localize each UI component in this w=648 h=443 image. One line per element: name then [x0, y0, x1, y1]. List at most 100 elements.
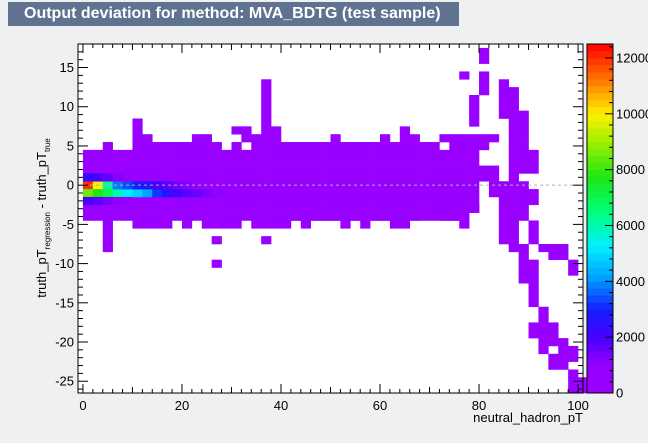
- heatmap-bin: [380, 157, 391, 166]
- heatmap-bin: [172, 212, 183, 221]
- heatmap-bin: [340, 173, 351, 182]
- heatmap-bin: [498, 110, 510, 119]
- heatmap-bin: [261, 236, 272, 245]
- colorbar-segment: [587, 169, 613, 178]
- heatmap-bin: [271, 196, 282, 206]
- heatmap-bin: [518, 149, 529, 159]
- heatmap-bin: [261, 110, 272, 119]
- heatmap-bin: [528, 196, 539, 206]
- heatmap-bin: [528, 298, 539, 308]
- heatmap-bin: [221, 220, 232, 229]
- heatmap-bin: [152, 157, 163, 166]
- heatmap-bin: [261, 196, 272, 206]
- colorbar-segment: [587, 78, 613, 87]
- heatmap-bin: [508, 149, 519, 159]
- heatmap-bin: [330, 173, 341, 182]
- y-tick-label: -10: [55, 256, 74, 271]
- heatmap-bin: [261, 149, 272, 159]
- heatmap-bin: [508, 165, 519, 174]
- heatmap-bin: [350, 212, 361, 221]
- heatmap-bin: [498, 220, 510, 229]
- colorbar-segment: [587, 309, 613, 317]
- heatmap-bin: [181, 220, 193, 229]
- heatmap-bin: [162, 196, 173, 206]
- heatmap-bin: [340, 196, 351, 206]
- heatmap-bin: [360, 189, 371, 198]
- heatmap-bin: [191, 196, 203, 206]
- heatmap-bin: [231, 126, 242, 135]
- heatmap-bin: [271, 189, 282, 198]
- heatmap-bin: [330, 149, 341, 159]
- heatmap-bin: [290, 212, 302, 221]
- heatmap-bin: [310, 204, 321, 213]
- heatmap-bin: [162, 165, 173, 174]
- heatmap-bin: [221, 149, 232, 159]
- colorbar-segment: [587, 358, 613, 366]
- heatmap-bin: [370, 149, 381, 159]
- heatmap-bin: [172, 204, 183, 213]
- heatmap-bin: [152, 212, 163, 221]
- heatmap-bin-hot: [92, 189, 104, 198]
- heatmap-bin: [241, 212, 252, 221]
- heatmap-bin: [241, 189, 252, 198]
- heatmap-bin: [231, 142, 242, 151]
- heatmap-bin: [538, 306, 549, 315]
- heatmap-bin: [479, 79, 490, 88]
- heatmap-bin: [469, 204, 480, 213]
- heatmap-bin: [419, 157, 430, 166]
- heatmap-bin: [271, 173, 282, 182]
- colorbar-tick-label: 8000: [616, 162, 645, 177]
- colorbar-segment: [587, 386, 613, 394]
- heatmap-bin: [280, 204, 292, 213]
- heatmap-bin: [280, 196, 292, 206]
- heatmap-bin: [231, 189, 242, 198]
- heatmap-bin: [221, 181, 232, 190]
- heatmap-bin: [261, 165, 272, 174]
- heatmap-bin: [548, 322, 559, 331]
- heatmap-bin: [419, 189, 430, 198]
- heatmap-bin: [389, 165, 401, 174]
- heatmap-bin: [488, 173, 500, 182]
- heatmap-bin: [201, 220, 212, 229]
- heatmap-bin: [201, 173, 212, 182]
- heatmap-bin: [399, 220, 411, 229]
- heatmap-bin: [142, 157, 153, 166]
- heatmap-bin: [568, 353, 579, 362]
- heatmap-bin: [350, 142, 361, 151]
- heatmap-bin: [132, 149, 143, 159]
- heatmap-bin: [112, 204, 123, 213]
- heatmap-bin: [241, 134, 252, 143]
- heatmap-bin: [350, 149, 361, 159]
- heatmap-bin: [142, 220, 153, 229]
- colorbar-frame: [586, 43, 614, 394]
- heatmap-bin: [449, 189, 460, 198]
- heatmap-bin: [280, 212, 292, 221]
- heatmap-bin: [439, 204, 450, 213]
- heatmap-bin: [419, 149, 430, 159]
- heatmap-bin: [389, 204, 401, 213]
- heatmap-bin: [518, 142, 529, 151]
- heatmap-bin: [449, 212, 460, 221]
- heatmap-bin: [439, 149, 450, 159]
- heatmap-bin: [191, 157, 203, 166]
- heatmap-bin: [508, 228, 519, 237]
- heatmap-bin: [211, 142, 222, 151]
- heatmap-bin-hot: [162, 181, 173, 190]
- heatmap-bin: [518, 118, 529, 127]
- heatmap-bin: [241, 196, 252, 206]
- heatmap-bin: [518, 251, 529, 260]
- heatmap-bin: [181, 204, 193, 213]
- heatmap-bin: [449, 142, 460, 151]
- heatmap-bin: [300, 165, 311, 174]
- heatmap-bin: [508, 126, 519, 135]
- heatmap-bin: [162, 212, 173, 221]
- heatmap-bin: [300, 173, 311, 182]
- heatmap-bin: [300, 181, 311, 190]
- heatmap-bin: [211, 149, 222, 159]
- heatmap-bin: [439, 165, 450, 174]
- heatmap-bin: [162, 220, 173, 229]
- heatmap-bin: [518, 110, 529, 119]
- heatmap-bin: [380, 204, 391, 213]
- heatmap-bin: [181, 142, 193, 151]
- heatmap-bin: [320, 149, 331, 159]
